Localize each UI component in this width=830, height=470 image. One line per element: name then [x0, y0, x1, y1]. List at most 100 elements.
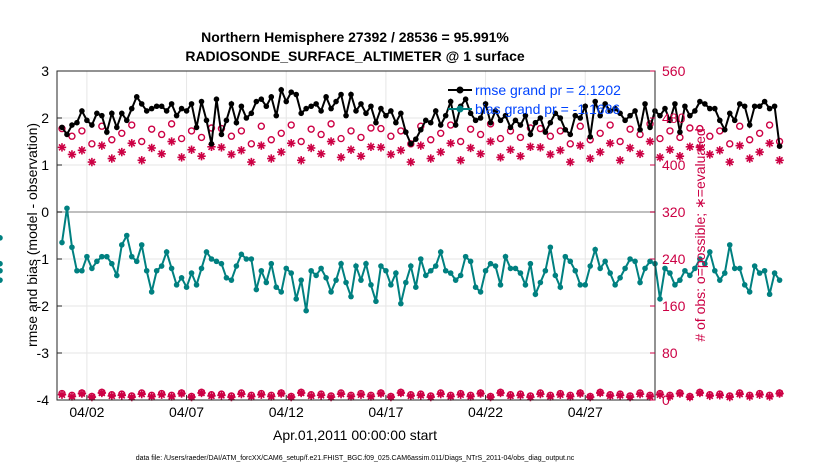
possible-marker [407, 140, 415, 148]
evaluated-marker [426, 154, 435, 163]
rmse-point [572, 112, 579, 119]
bias-point [138, 242, 145, 248]
evaluated-marker [735, 141, 744, 150]
bias-point [562, 253, 569, 260]
evaluated-marker [566, 392, 575, 401]
obs-count-layer [57, 120, 784, 402]
evaluated-marker [556, 390, 565, 399]
bias-point [343, 279, 349, 286]
rmse-point [672, 101, 678, 107]
evaluated-marker [406, 157, 416, 167]
rmse-point [637, 126, 643, 133]
bias-point [223, 275, 230, 281]
evaluated-marker [755, 147, 764, 157]
bias-point [597, 265, 603, 272]
evaluated-marker [436, 147, 445, 157]
y-tick-label-right: 240 [662, 251, 686, 267]
possible-marker [157, 130, 166, 139]
bias-point [707, 249, 713, 255]
rmse-point [278, 87, 285, 93]
bias-point [408, 263, 414, 269]
possible-marker [187, 127, 196, 135]
rmse-point [417, 126, 424, 133]
x-tick-label: 04/27 [568, 404, 603, 420]
rmse-point [198, 98, 205, 105]
bias-point [258, 267, 265, 274]
possible-marker [566, 140, 574, 148]
rmse-point [657, 112, 663, 119]
bias-point [318, 265, 324, 272]
bias-point [577, 282, 584, 288]
evaluated-marker [217, 391, 226, 400]
rmse-point [442, 112, 449, 119]
rmse-point [158, 103, 165, 110]
rmse-point [687, 112, 693, 119]
evaluated-marker [87, 157, 97, 167]
rmse-point [163, 108, 170, 114]
chart-title-line1: Northern Hemisphere 27392 / 28536 = 95.9… [201, 29, 509, 45]
rmse-point [692, 108, 698, 114]
rmse-point [263, 103, 270, 110]
rmse-point [89, 122, 95, 128]
y-tick-label-right: 80 [662, 345, 678, 361]
bias-point [592, 246, 598, 253]
rmse-point [422, 117, 429, 124]
bias-point [517, 270, 524, 276]
bias-point [178, 275, 185, 281]
bias-point [472, 284, 479, 291]
bias-point [368, 282, 374, 288]
possible-marker [755, 129, 764, 137]
rmse-point [557, 115, 564, 121]
bias-point [712, 267, 718, 274]
possible-marker [456, 137, 465, 146]
bias-point [422, 272, 429, 279]
rmse-point [128, 105, 135, 112]
bias-point [761, 267, 768, 274]
evaluated-marker [486, 137, 495, 146]
evaluated-marker [546, 392, 555, 401]
evaluated-marker [97, 141, 107, 150]
rmse-point [333, 98, 339, 105]
rmse-point [567, 131, 574, 138]
bias-point [293, 296, 300, 302]
bias-point [432, 263, 439, 269]
rmse-point [84, 117, 90, 124]
possible-marker [377, 124, 385, 133]
evaluated-marker [645, 392, 655, 401]
rmse-point [238, 103, 245, 110]
bias-point [487, 260, 494, 267]
evaluated-marker [137, 389, 146, 399]
bias-point [153, 267, 160, 274]
bias-point [333, 277, 339, 283]
bias-point [393, 270, 399, 276]
possible-marker [706, 132, 714, 140]
bias-point [731, 265, 738, 272]
bias-point [522, 282, 529, 288]
evaluated-marker [665, 145, 675, 154]
evaluated-marker [655, 153, 665, 162]
evaluated-marker [67, 150, 77, 159]
rmse-point [79, 108, 85, 114]
evaluated-marker [177, 153, 186, 162]
y-tick-label-left: 2 [41, 110, 49, 126]
rmse-point [243, 115, 250, 121]
y-axis-label-right: # of obs: o=possible; ∗=evaluated [692, 128, 708, 341]
rmse-point [313, 101, 319, 107]
evaluated-marker [147, 143, 156, 153]
rmse-point [736, 101, 743, 107]
bias-point [552, 272, 559, 279]
rmse-point [472, 117, 479, 124]
possible-marker [247, 140, 256, 148]
evaluated-marker [316, 149, 326, 159]
legend-bias: bias grand pr = -1.1686 [448, 101, 620, 117]
rmse-point [308, 103, 314, 110]
x-tick-label: 04/12 [269, 404, 304, 420]
evaluated-marker [306, 391, 316, 401]
rmse-point [487, 119, 494, 126]
rmse-point [228, 101, 235, 107]
bias-point [447, 270, 454, 276]
rmse-point [771, 103, 778, 110]
rmse-point [756, 103, 763, 110]
bias-point [667, 270, 673, 276]
evaluated-marker [625, 143, 635, 153]
